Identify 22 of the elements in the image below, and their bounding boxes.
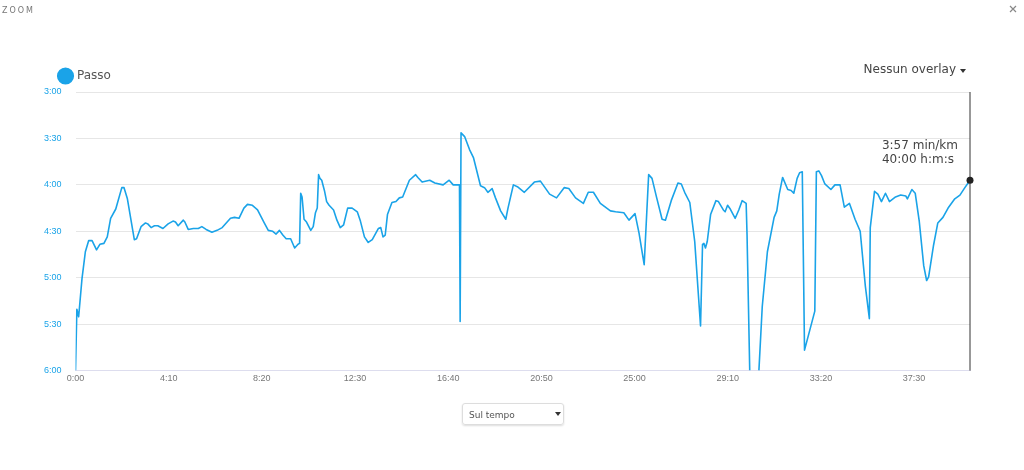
x-tick-label: 33:20 — [809, 373, 833, 384]
y-tick-label: 5:00 — [43, 272, 62, 283]
y-tick-label: 4:00 — [43, 179, 62, 190]
annotation: 3:57 min/km 40:00 h:m:s — [881, 138, 959, 167]
y-tick-label: 5:30 — [43, 318, 62, 329]
x-tick-label: 37:30 — [902, 373, 926, 384]
y-tick-label: 3:30 — [43, 132, 62, 143]
x-tick-label: 0:00 — [66, 373, 85, 384]
x-tick-label: 8:20 — [253, 373, 271, 384]
x-tick-label: 4:10 — [159, 373, 178, 384]
text: Nessun overlay — [863, 62, 956, 76]
legend-label: Passo — [77, 68, 111, 83]
x-tick-label: 20:50 — [530, 373, 553, 384]
x-tick-label: 12:30 — [343, 373, 367, 384]
y-tick-label: 3:00 — [43, 86, 62, 97]
text: Sul tempo — [462, 403, 564, 425]
y-tick-label: 4:30 — [43, 225, 62, 236]
chart-title: ZOOM — [2, 6, 35, 15]
x-tick-label: 29:10 — [716, 373, 740, 384]
y-tick-label: 6:00 — [43, 365, 62, 376]
x-tick-label: 16:40 — [436, 373, 460, 384]
x-tick-label: 25:00 — [623, 373, 646, 384]
